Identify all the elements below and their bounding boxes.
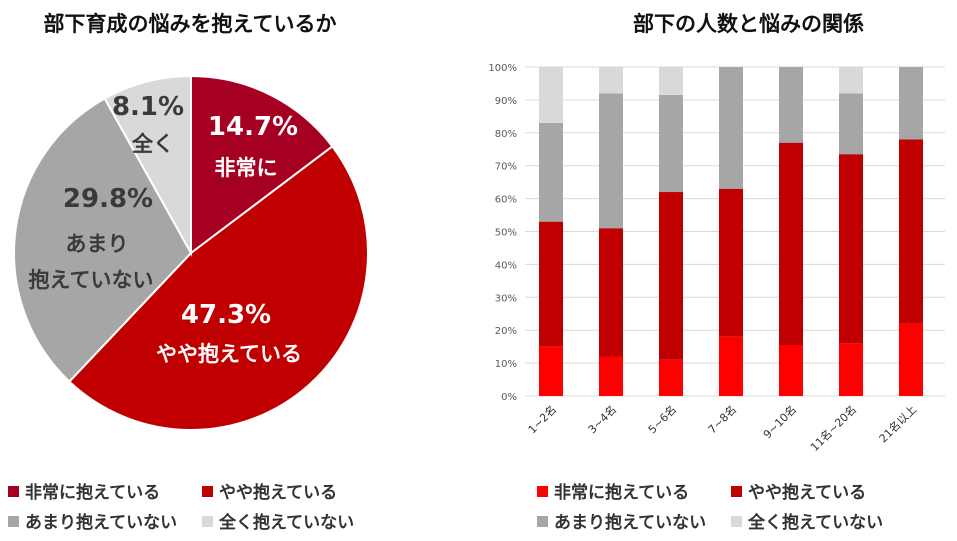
bar-segment-bar_very: [779, 345, 803, 396]
bar-segment-bar_somewhat: [539, 221, 563, 347]
bar-segment-bar_somewhat: [839, 154, 863, 344]
y-tick-label: 40%: [495, 260, 517, 271]
x-tick-label: 11名~20名: [807, 402, 859, 454]
bar-segment-bar_very: [599, 356, 623, 396]
legend-label: あまり抱えていない: [25, 513, 178, 533]
legend-swatch: [8, 486, 19, 497]
x-tick-label: 9~10名: [760, 402, 799, 441]
pie-pct-label: 47.3%: [181, 300, 271, 330]
bar-segment-bar_notmuch: [719, 67, 743, 189]
y-tick-label: 60%: [495, 195, 517, 206]
bar-segment-bar_somewhat: [779, 142, 803, 346]
pie-slice-label: 非常に: [215, 156, 278, 180]
bar-segment-bar_notmuch: [899, 67, 923, 140]
legend-item: あまり抱えていない: [8, 508, 177, 533]
pie-slice-very: [190, 74, 334, 256]
pie-slice-somewhat: [67, 145, 369, 431]
bar-segment-bar_notmuch: [539, 122, 563, 222]
bar-segment-bar_somewhat: [719, 188, 743, 337]
y-tick-label: 50%: [495, 228, 517, 239]
bar-segment-bar_none: [659, 67, 683, 95]
x-tick-label: 7~8名: [705, 402, 739, 436]
bar-segment-bar_very: [539, 346, 563, 396]
legend-swatch: [537, 486, 548, 497]
pie-slice-label: 抱えていない: [29, 268, 154, 292]
pie-chart-title: 部下育成の悩みを抱えているか: [43, 12, 337, 36]
bar-segment-bar_notmuch: [839, 93, 863, 155]
y-tick-label: 70%: [495, 162, 517, 173]
pie-slice-notmuch: [13, 97, 193, 383]
bar-segment-bar_notmuch: [659, 94, 683, 193]
legend-label: 非常に抱えている: [554, 483, 690, 503]
pie-slice-label: あまり: [66, 232, 129, 256]
y-tick-label: 30%: [495, 293, 517, 304]
legend-item: 全く抱えていない: [731, 508, 883, 533]
x-tick-label: 5~6名: [645, 402, 679, 436]
y-tick-label: 0%: [501, 392, 517, 403]
legend-item: やや抱えている: [202, 478, 337, 503]
bar-segment-bar_notmuch: [779, 67, 803, 143]
legend-swatch: [731, 486, 742, 497]
legend-swatch: [537, 516, 548, 527]
legend-item: 非常に抱えている: [537, 478, 689, 503]
legend-swatch: [202, 486, 213, 497]
legend-item: やや抱えている: [731, 478, 866, 503]
bar-segment-bar_somewhat: [659, 192, 683, 360]
pie-slice-none: [103, 74, 192, 257]
legend-label: やや抱えている: [219, 483, 338, 503]
pie-pct-label: 14.7%: [208, 112, 298, 142]
bar-segment-bar_notmuch: [599, 93, 623, 229]
legend-label: やや抱えている: [748, 483, 867, 503]
legend-label: 全く抱えていない: [219, 513, 355, 533]
legend-label: あまり抱えていない: [554, 513, 707, 533]
y-tick-label: 90%: [495, 96, 517, 107]
legend-swatch: [202, 516, 213, 527]
pie-pct-label: 29.8%: [63, 184, 153, 214]
bar-segment-bar_very: [839, 343, 863, 396]
bar-segment-bar_very: [659, 359, 683, 396]
x-tick-label: 1~2名: [525, 402, 559, 436]
bar-segment-bar_none: [839, 67, 863, 94]
y-tick-label: 20%: [495, 326, 517, 337]
legend-item: あまり抱えていない: [537, 508, 706, 533]
bar-segment-bar_very: [899, 323, 923, 396]
y-tick-label: 10%: [495, 359, 517, 370]
pie-slice-label: 全く: [131, 132, 174, 156]
legend-label: 非常に抱えている: [25, 483, 161, 503]
pie-pct-label: 8.1%: [112, 92, 184, 122]
legend-label: 全く抱えていない: [748, 513, 884, 533]
bar-segment-bar_somewhat: [599, 228, 623, 357]
bar-segment-bar_none: [539, 67, 563, 123]
y-tick-label: 100%: [488, 63, 517, 74]
legend-swatch: [731, 516, 742, 527]
legend-item: 非常に抱えている: [8, 478, 160, 503]
bar-chart-title: 部下の人数と悩みの関係: [633, 12, 864, 36]
pie-slice-label: やや抱えている: [156, 342, 302, 366]
bar-segment-bar_none: [599, 67, 623, 94]
legend-item: 全く抱えていない: [202, 508, 354, 533]
legend-swatch: [8, 516, 19, 527]
x-tick-label: 21名以上: [876, 402, 919, 445]
bar-segment-bar_somewhat: [899, 139, 923, 324]
bar-segment-bar_very: [719, 336, 743, 396]
y-tick-label: 80%: [495, 129, 517, 140]
x-tick-label: 3~4名: [585, 402, 619, 436]
